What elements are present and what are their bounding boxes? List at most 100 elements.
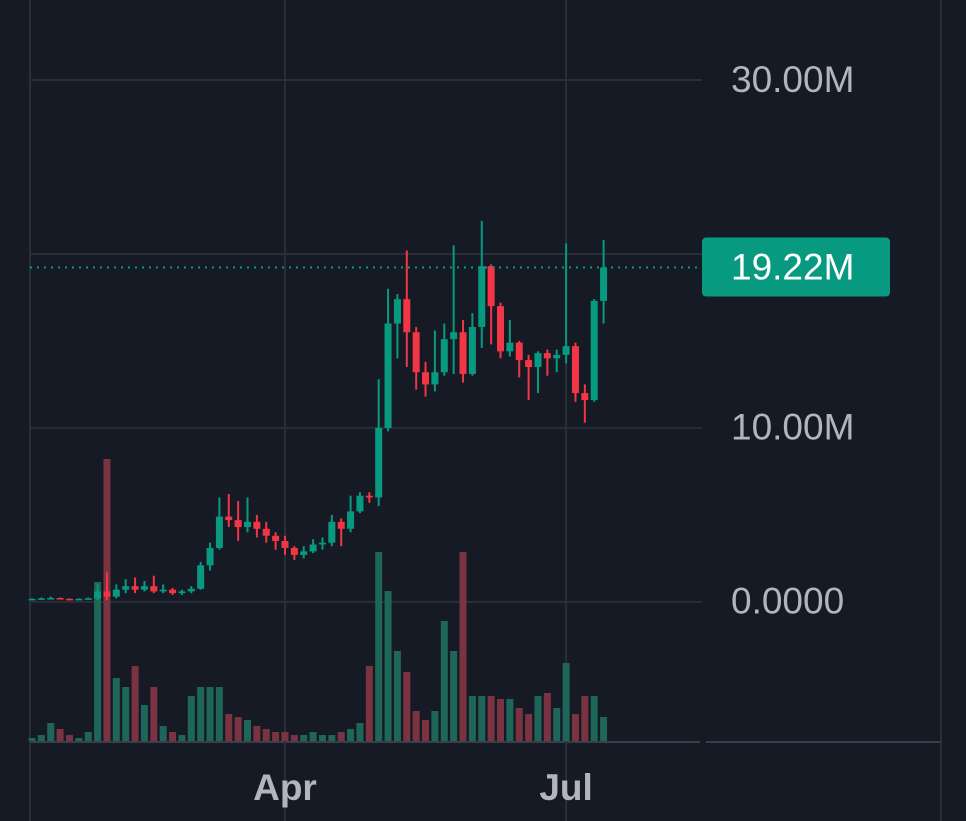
volume-bar	[131, 666, 139, 741]
candle-body	[581, 393, 589, 401]
volume-bar	[553, 708, 561, 741]
volume-bar	[328, 735, 336, 741]
candle-body	[37, 598, 45, 600]
volume-bar	[375, 552, 383, 741]
volume-bar	[290, 735, 298, 741]
volume-bar	[197, 687, 205, 741]
volume-bar	[215, 687, 223, 741]
volume-bar	[65, 735, 73, 741]
candle-body	[403, 299, 411, 333]
volume-layer	[28, 459, 608, 741]
price-badge	[702, 237, 890, 297]
y-tick-label: 10.00M	[731, 407, 854, 448]
candle-body	[365, 495, 373, 498]
candle-body	[356, 495, 364, 512]
candle-body	[534, 353, 542, 368]
volume-bar	[112, 678, 120, 741]
y-tick-label: 0.0000	[731, 581, 844, 622]
candle-body	[543, 353, 551, 359]
volume-bar	[159, 726, 167, 741]
candle-body	[600, 267, 608, 301]
candle-body	[590, 300, 598, 401]
volume-bar	[140, 705, 148, 741]
volume-bar	[487, 696, 495, 741]
candle-body	[244, 521, 252, 528]
candle-layer	[28, 220, 608, 601]
volume-bar	[347, 729, 355, 741]
candle-body	[478, 266, 486, 328]
candle-body	[253, 521, 261, 529]
candle-body	[281, 540, 289, 548]
volume-bar	[37, 735, 45, 741]
candle-body	[65, 598, 73, 601]
volume-bar	[84, 732, 92, 741]
volume-bar	[459, 552, 467, 741]
candle-body	[375, 427, 383, 498]
candle-body	[525, 360, 533, 368]
candle-body	[225, 516, 233, 521]
candle-body	[131, 586, 139, 590]
candle-body	[187, 588, 195, 592]
candle-body	[103, 591, 111, 597]
candle-body	[159, 589, 167, 592]
candle-body	[300, 551, 308, 555]
candle-body	[328, 521, 336, 543]
volume-bar	[412, 711, 420, 741]
candle-body	[347, 511, 355, 529]
volume-bar	[318, 735, 326, 741]
volume-bar	[187, 696, 195, 741]
volume-bar	[534, 696, 542, 741]
candle-body	[94, 591, 102, 599]
candle-body	[487, 266, 495, 307]
volume-bar	[150, 687, 158, 741]
candle-body	[112, 589, 120, 597]
candle-body	[84, 598, 92, 600]
volume-bar	[94, 582, 102, 741]
candle-body	[272, 535, 280, 541]
candle-body	[169, 589, 177, 594]
candle-body	[431, 372, 439, 385]
volume-bar	[590, 696, 598, 741]
volume-bar	[562, 663, 570, 741]
candle-body	[562, 346, 570, 355]
candle-body	[422, 372, 430, 385]
candle-body	[47, 598, 55, 600]
volume-bar	[244, 720, 252, 741]
volume-bar	[543, 693, 551, 741]
candle-body	[459, 332, 467, 374]
candle-body	[178, 591, 186, 594]
volume-bar	[581, 696, 589, 741]
candle-body	[122, 586, 130, 590]
volume-bar	[422, 720, 430, 741]
candle-body	[553, 354, 561, 359]
volume-bar	[600, 717, 608, 741]
y-tick-label: 30.00M	[731, 59, 854, 100]
volume-bar	[300, 735, 308, 741]
volume-bar	[309, 732, 317, 741]
volume-bar	[253, 726, 261, 741]
volume-bar	[178, 735, 186, 741]
candle-body	[206, 547, 214, 566]
volume-bar	[28, 738, 36, 741]
candle-body	[393, 299, 401, 324]
candle-body	[450, 332, 458, 340]
x-tick-label: Apr	[253, 767, 317, 808]
candle-body	[309, 544, 317, 552]
candle-body	[290, 547, 298, 555]
volume-bar	[234, 717, 242, 741]
volume-bar	[206, 687, 214, 741]
candle-body	[337, 521, 345, 529]
volume-bar	[365, 666, 373, 741]
volume-bar	[47, 723, 55, 741]
volume-bar	[169, 732, 177, 741]
candle-body	[384, 323, 392, 428]
volume-bar	[525, 714, 533, 741]
candle-body	[497, 306, 504, 352]
candle-body	[468, 327, 476, 374]
volume-bar	[497, 699, 504, 741]
price-badge-label: 19.22M	[731, 246, 854, 287]
volume-bar	[506, 699, 514, 741]
volume-bar	[571, 714, 579, 741]
